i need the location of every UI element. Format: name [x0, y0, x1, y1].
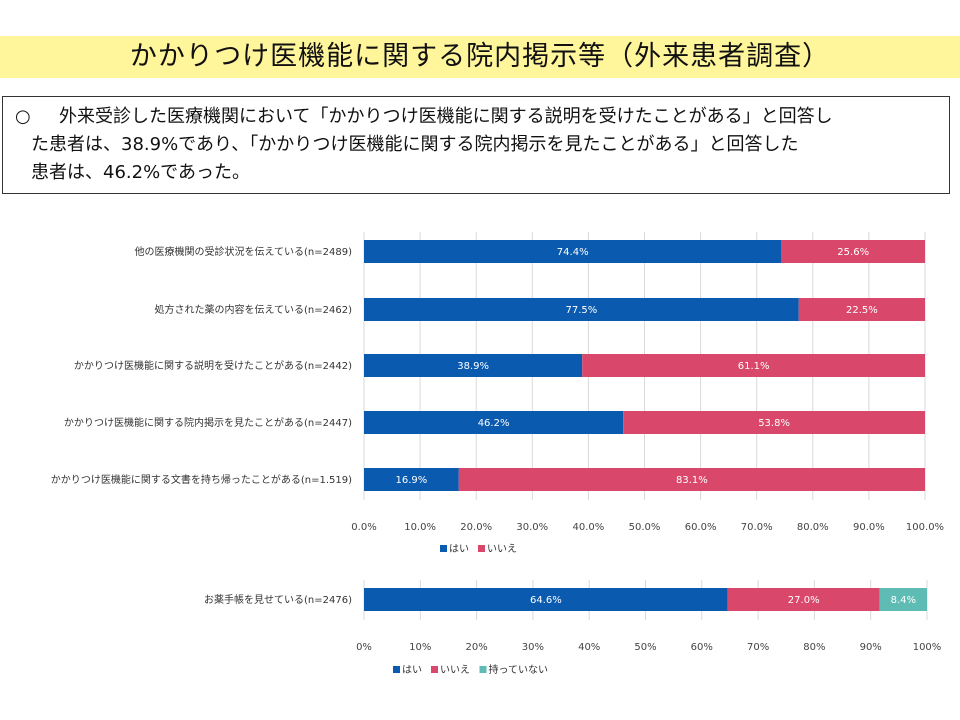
- summary-line-2: た患者は、38.9%であり、「かかりつけ医機能に関する院内掲示を見たことがある」…: [15, 131, 937, 159]
- chart1-bar-yes: [364, 240, 782, 263]
- chart2-bar-no: [727, 588, 880, 611]
- chart1-tick-label: 0.0%: [351, 522, 376, 533]
- chart1-tick-label: 10.0%: [404, 522, 436, 533]
- chart2-legend-label: はい: [402, 664, 422, 676]
- summary-line-3: 患者は、46.2%であった。: [15, 159, 937, 187]
- chart2-data-label: 8.4%: [891, 595, 916, 606]
- chart1-bar-no: [458, 468, 925, 491]
- chart2-tick-label: 40%: [578, 642, 600, 653]
- chart1-tick-label: 90.0%: [853, 522, 885, 533]
- chart2-tick-label: 20%: [465, 642, 487, 653]
- chart2-tick-label: 10%: [409, 642, 431, 653]
- chart1-data-label: 53.8%: [758, 418, 790, 429]
- chart2-legend-swatch: [431, 666, 438, 673]
- chart1-tick-label: 70.0%: [741, 522, 773, 533]
- chart2-tick-label: 100%: [913, 642, 942, 653]
- chart1-tick-label: 50.0%: [629, 522, 661, 533]
- chart1-category-label: かかりつけ医機能に関する院内掲示を見たことがある(n=2447): [64, 416, 352, 429]
- chart1-tick-label: 80.0%: [797, 522, 829, 533]
- chart1-category-label: かかりつけ医機能に関する文書を持ち帰ったことがある(n=1.519): [51, 473, 352, 486]
- chart1-tick-label: 30.0%: [516, 522, 548, 533]
- chart1-data-label: 38.9%: [457, 361, 489, 372]
- summary-text-3: 患者は、46.2%であった。: [31, 162, 251, 183]
- chart1-tick-label: 20.0%: [460, 522, 492, 533]
- chart1-legend-label: はい: [449, 543, 469, 555]
- summary-bullet: ○: [15, 106, 31, 127]
- chart2-bar-none: [879, 588, 927, 611]
- chart1-bar-no: [781, 240, 925, 263]
- chart1-data-label: 25.6%: [837, 247, 869, 258]
- chart1-legend-label: いいえ: [487, 543, 517, 555]
- chart1-bar-yes: [364, 468, 459, 491]
- chart1-tick-label: 100.0%: [906, 522, 944, 533]
- chart2-tick-label: 30%: [522, 642, 544, 653]
- chart2-tick-label: 90%: [860, 642, 882, 653]
- chart1-bar-no: [582, 354, 925, 377]
- chart1-data-label: 77.5%: [565, 305, 597, 316]
- chart2-data-label: 27.0%: [788, 595, 820, 606]
- chart1-category-label: 処方された薬の内容を伝えている(n=2462): [155, 303, 353, 316]
- chart1-tick-label: 40.0%: [573, 522, 605, 533]
- chart1-legend-swatch: [478, 545, 485, 552]
- summary-line-1: ○ 外来受診した医療機関において「かかりつけ医機能に関する説明を受けたことがある」…: [15, 103, 937, 131]
- chart1-data-label: 74.4%: [557, 247, 589, 258]
- chart1-data-label: 22.5%: [846, 305, 878, 316]
- chart1-bar-yes: [364, 354, 583, 377]
- chart1-category-label: 他の医療機関の受診状況を伝えている(n=2489): [135, 245, 353, 258]
- chart1-data-label: 46.2%: [478, 418, 510, 429]
- chart2-tick-label: 80%: [803, 642, 825, 653]
- summary-text-1: 外来受診した医療機関において「かかりつけ医機能に関する説明を受けたことがある」と…: [59, 106, 833, 127]
- chart2-tick-label: 0%: [356, 642, 372, 653]
- chart2-legend-label: いいえ: [440, 664, 470, 676]
- chart1-bar-yes: [364, 298, 799, 321]
- chart1-bar-yes: [364, 411, 624, 434]
- chart2-data-label: 64.6%: [530, 595, 562, 606]
- chart1-bar-no: [798, 298, 925, 321]
- chart2-tick-label: 70%: [747, 642, 769, 653]
- chart1-data-label: 61.1%: [738, 361, 770, 372]
- summary-box: ○ 外来受診した医療機関において「かかりつけ医機能に関する説明を受けたことがある」…: [2, 96, 950, 194]
- chart1-category-label: かかりつけ医機能に関する説明を受けたことがある(n=2442): [74, 359, 352, 372]
- page-title: かかりつけ医機能に関する院内掲示等（外来患者調査）: [129, 41, 831, 72]
- chart1-legend-swatch: [440, 545, 447, 552]
- summary-text-2: た患者は、38.9%であり、「かかりつけ医機能に関する院内掲示を見たことがある」…: [31, 134, 799, 155]
- chart1-data-label: 83.1%: [676, 475, 708, 486]
- chart1-data-label: 16.9%: [396, 475, 428, 486]
- chart2-legend-swatch: [479, 666, 487, 673]
- chart2-legend-label: 持っていない: [489, 663, 549, 676]
- chart2-bar-yes: [364, 588, 728, 611]
- chart2-tick-label: 50%: [634, 642, 656, 653]
- chart2-tick-label: 60%: [691, 642, 713, 653]
- chart1-tick-label: 60.0%: [685, 522, 717, 533]
- title-band: かかりつけ医機能に関する院内掲示等（外来患者調査）: [0, 36, 960, 78]
- chart1-bar-no: [623, 411, 925, 434]
- chart2-category-label: お薬手帳を見せている(n=2476): [204, 593, 352, 606]
- chart2-legend-swatch: [393, 666, 400, 673]
